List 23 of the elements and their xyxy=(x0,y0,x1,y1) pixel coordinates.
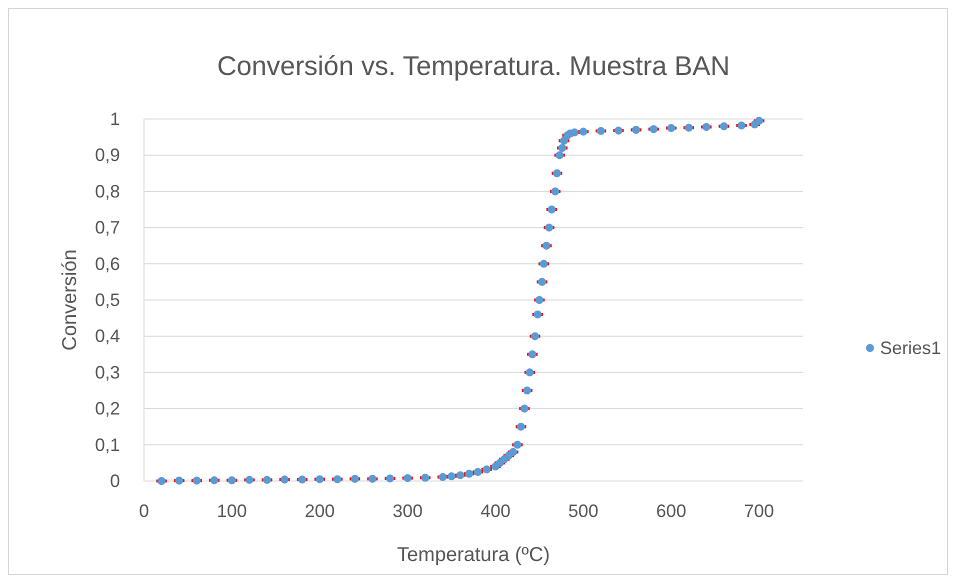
y-tick-label: 0,4 xyxy=(94,326,120,346)
y-tick-label: 0,5 xyxy=(94,290,120,310)
y-tick-label: 0,3 xyxy=(94,362,120,382)
x-tick-label: 200 xyxy=(304,501,335,521)
x-tick-label: 600 xyxy=(656,501,686,521)
x-axis-title: Temperatura (ºC) xyxy=(397,544,550,566)
x-tick-label: 500 xyxy=(568,501,598,521)
x-tick-label: 700 xyxy=(744,501,774,521)
y-tick-label: 0,6 xyxy=(94,254,120,274)
y-axis-title: Conversión xyxy=(59,249,81,351)
x-tick-label: 0 xyxy=(138,501,150,521)
y-tick-label: 0,1 xyxy=(94,434,120,455)
y-tick-label: 0 xyxy=(110,471,120,491)
legend-label: Series1 xyxy=(880,338,942,358)
y-tick-label: 0,2 xyxy=(94,398,120,419)
x-tick-label: 100 xyxy=(216,501,247,521)
x-tick-label: 400 xyxy=(480,501,510,521)
y-tick-label: 0,9 xyxy=(94,145,120,166)
y-tick-label: 1 xyxy=(110,109,120,129)
x-tick-label: 300 xyxy=(392,501,423,521)
y-tick-label: 0,7 xyxy=(94,218,120,238)
y-tick-label: 0,8 xyxy=(94,181,120,202)
chart-title: Conversión vs. Temperatura. Muestra BAN xyxy=(217,51,730,81)
